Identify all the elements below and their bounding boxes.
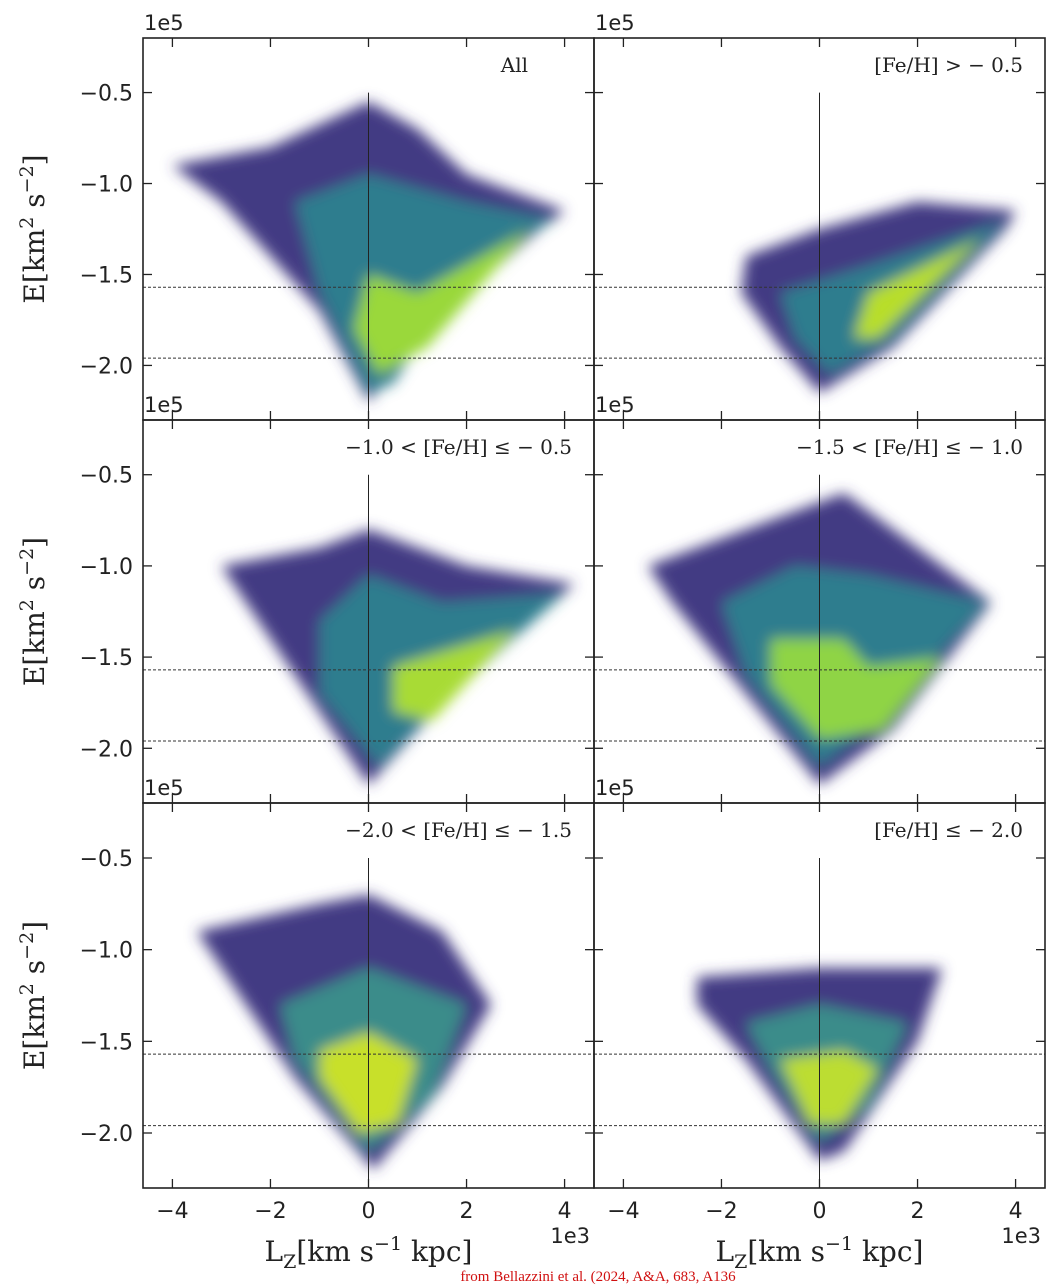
label-part: L xyxy=(716,1235,735,1268)
x-tick-label: −4 xyxy=(156,1199,188,1224)
credit: from Bellazzini et al. (2024, A&A, 683, … xyxy=(460,1269,736,1285)
x-tick-label: 0 xyxy=(813,1199,827,1224)
y-tick-label: −2.0 xyxy=(80,737,133,762)
density-region xyxy=(353,229,531,375)
y-tick-label: −0.5 xyxy=(80,464,133,489)
label-part: L xyxy=(265,1235,284,1268)
density-region xyxy=(770,638,943,740)
label-part: s xyxy=(18,960,51,983)
x-tick-label: 4 xyxy=(1009,1199,1023,1224)
y-axis-label: E[km2 s−2] xyxy=(16,921,51,1070)
label-part: s xyxy=(18,193,51,216)
y-tick-label: −0.5 xyxy=(80,82,133,107)
y-offset: 1e5 xyxy=(144,393,184,417)
label-sub: Z xyxy=(283,1251,296,1273)
label-part: ] xyxy=(18,921,51,932)
label-part: kpc] xyxy=(853,1235,923,1268)
label-part: E[km xyxy=(18,611,51,686)
y-axis-label: E[km2 s−2] xyxy=(16,537,51,686)
y-offset: 1e5 xyxy=(595,776,635,800)
x-axis-label: LZ[km s−1 kpc] xyxy=(716,1233,924,1273)
y-tick-label: −2.0 xyxy=(80,354,133,379)
label-part: s xyxy=(18,576,51,599)
label-sup: 2 xyxy=(16,983,38,995)
x-tick-label: 2 xyxy=(460,1199,474,1224)
density-region xyxy=(853,238,982,339)
density-region xyxy=(780,1050,879,1124)
label-part: ] xyxy=(18,537,51,548)
y-offset: 1e5 xyxy=(595,393,635,417)
label-part: E[km xyxy=(18,995,51,1070)
y-tick-label: −1.0 xyxy=(80,939,133,964)
panel: −4 −2 0 2 4 −0.5 −1.0 −1.5 −2.0 −2.0 < [Fe/H] ≤ −… xyxy=(16,776,595,1273)
label-part: [km s xyxy=(747,1235,825,1268)
panel-label: −1.5 < [Fe/H] ≤ − 1.0 xyxy=(796,435,1023,459)
y-tick-label: −2.0 xyxy=(80,1122,133,1147)
y-offset: 1e5 xyxy=(144,11,184,35)
label-sup: −1 xyxy=(374,1233,402,1255)
label-part: kpc] xyxy=(402,1235,472,1268)
label-sub: Z xyxy=(734,1251,747,1273)
x-offset: 1e3 xyxy=(1001,1224,1041,1248)
y-tick-label: −1.0 xyxy=(80,173,133,198)
label-part: E[km xyxy=(18,229,51,304)
density xyxy=(221,529,575,785)
x-tick-label: 0 xyxy=(362,1199,376,1224)
density xyxy=(741,201,1016,393)
panel-label: −2.0 < [Fe/H] ≤ − 1.5 xyxy=(345,818,572,842)
density-region xyxy=(393,629,516,721)
density xyxy=(196,894,492,1170)
x-tick-label: 2 xyxy=(911,1199,925,1224)
label-sup: −2 xyxy=(16,548,38,576)
panel-label: All xyxy=(500,53,528,77)
y-tick-label: −1.0 xyxy=(80,555,133,580)
y-offset: 1e5 xyxy=(595,11,635,35)
x-axis-label: LZ[km s−1 kpc] xyxy=(265,1233,473,1273)
x-tick-label: −2 xyxy=(705,1199,737,1224)
label-sup: −2 xyxy=(16,165,38,193)
y-offset: 1e5 xyxy=(144,776,184,800)
label-sup: −1 xyxy=(825,1233,853,1255)
panel: −4 −2 0 2 4 [Fe/H] ≤ − 2.0 1e5 1e3 LZ[km s−1 kpc… xyxy=(593,776,1046,1273)
x-tick-label: −4 xyxy=(607,1199,639,1224)
x-tick-label: −2 xyxy=(254,1199,286,1224)
label-sup: −2 xyxy=(16,932,38,960)
label-sup: 2 xyxy=(16,217,38,229)
label-part: [km s xyxy=(296,1235,374,1268)
y-axis-label: E[km2 s−2] xyxy=(16,154,51,303)
y-tick-label: −1.5 xyxy=(80,1030,133,1055)
panel: [Fe/H] > − 0.5 1e5 xyxy=(593,11,1046,421)
panel-label: [Fe/H] > − 0.5 xyxy=(874,53,1023,77)
label-part: ] xyxy=(18,154,51,165)
panel-frame xyxy=(593,802,1046,1189)
panel-label: −1.0 < [Fe/H] ≤ − 0.5 xyxy=(345,435,572,459)
panel: −0.5 −1.0 −1.5 −2.0 All 1e5 E[km2 s−2] xyxy=(16,11,595,421)
label-sup: 2 xyxy=(16,599,38,611)
y-tick-label: −1.5 xyxy=(80,263,133,288)
panel: −1.5 < [Fe/H] ≤ − 1.0 1e5 xyxy=(593,393,1046,804)
y-tick-label: −1.5 xyxy=(80,646,133,671)
x-tick-label: 4 xyxy=(558,1199,572,1224)
x-offset: 1e3 xyxy=(550,1224,590,1248)
y-tick-label: −0.5 xyxy=(80,847,133,872)
panel: −0.5 −1.0 −1.5 −2.0 −1.0 < [Fe/H] ≤ − 0.5 1e5… xyxy=(16,393,595,804)
panel-label: [Fe/H] ≤ − 2.0 xyxy=(874,818,1023,842)
